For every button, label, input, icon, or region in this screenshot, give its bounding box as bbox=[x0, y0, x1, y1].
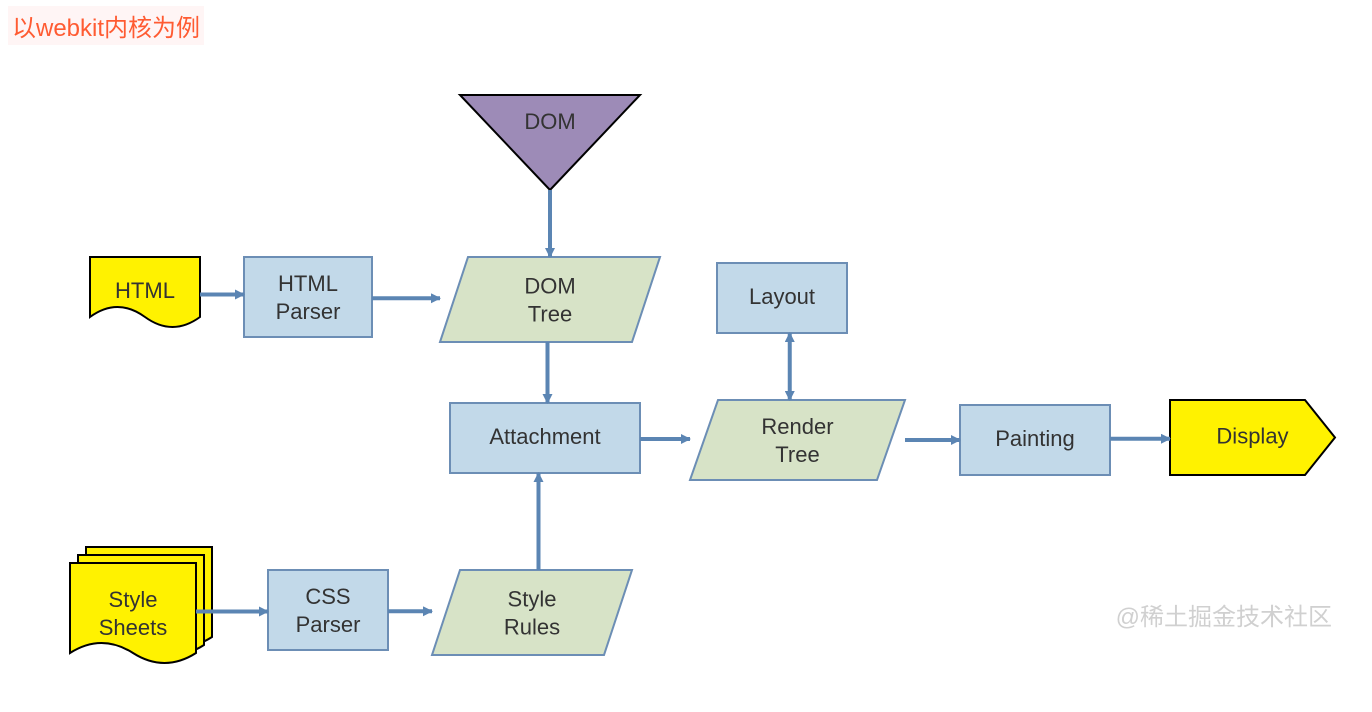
node-stylesheets: Style Sheets bbox=[70, 547, 212, 663]
node-layout: Layout bbox=[717, 263, 847, 333]
node-display: Display bbox=[1170, 400, 1335, 475]
node-label: Sheets bbox=[99, 615, 168, 640]
node-label: Render bbox=[761, 414, 833, 439]
node-label: Style bbox=[109, 587, 158, 612]
node-html: HTML bbox=[90, 257, 200, 327]
node-label: Rules bbox=[504, 614, 560, 639]
node-painting: Painting bbox=[960, 405, 1110, 475]
node-label: HTML bbox=[115, 278, 175, 303]
node-label: Layout bbox=[749, 284, 815, 309]
node-htmlparser: HTML Parser bbox=[244, 257, 372, 337]
node-stylerules: Style Rules bbox=[432, 570, 632, 655]
node-label: Style bbox=[508, 586, 557, 611]
node-cssparser: CSS Parser bbox=[268, 570, 388, 650]
node-attachment: Attachment bbox=[450, 403, 640, 473]
node-rendertree: Render Tree bbox=[690, 400, 905, 480]
node-label: Parser bbox=[276, 299, 341, 324]
node-label: Tree bbox=[775, 442, 819, 467]
node-label: HTML bbox=[278, 271, 338, 296]
node-label: Parser bbox=[296, 612, 361, 637]
node-label: Attachment bbox=[489, 424, 600, 449]
node-label: Painting bbox=[995, 426, 1075, 451]
node-label: CSS bbox=[305, 584, 350, 609]
node-label: Tree bbox=[528, 301, 572, 326]
node-domtriangle: DOM bbox=[460, 95, 640, 190]
node-label: DOM bbox=[524, 109, 575, 134]
watermark-text: @稀土掘金技术社区 bbox=[1116, 597, 1332, 632]
node-label: DOM bbox=[524, 273, 575, 298]
node-domtree: DOM Tree bbox=[440, 257, 660, 342]
node-label: Display bbox=[1216, 423, 1288, 448]
